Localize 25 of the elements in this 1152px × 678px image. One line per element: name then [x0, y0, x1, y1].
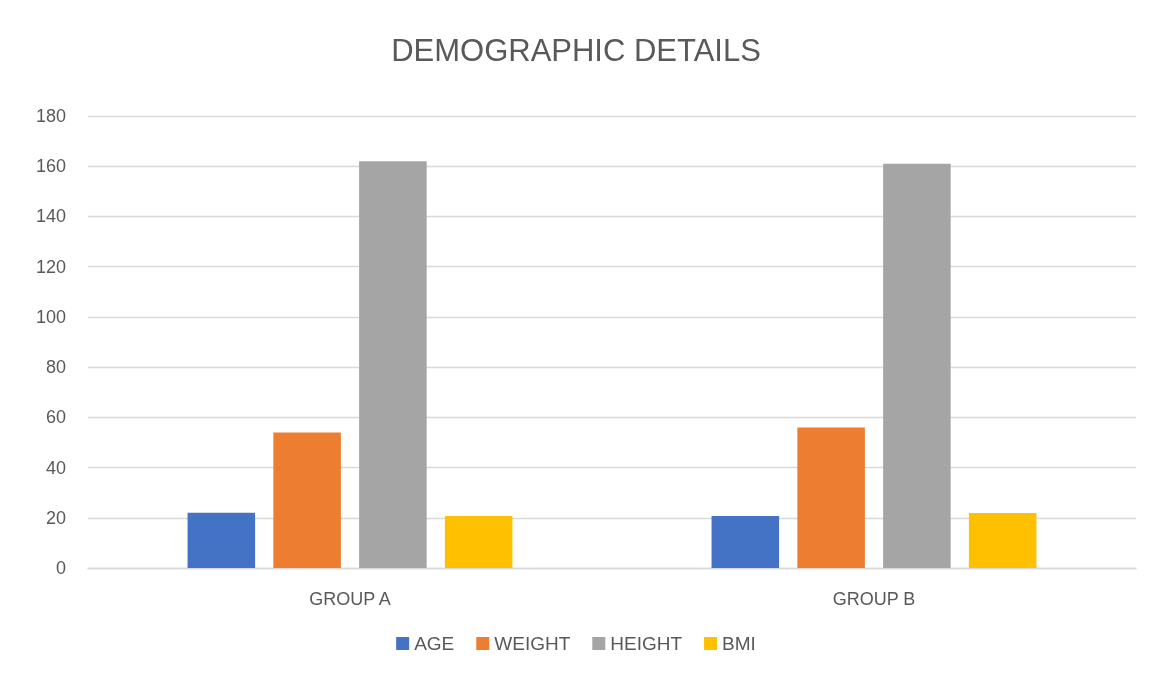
bar	[968, 513, 1037, 568]
x-tick-label: GROUP A	[309, 589, 391, 609]
y-tick-label: 120	[35, 256, 66, 277]
y-tick-label: 60	[45, 407, 66, 428]
bar	[797, 427, 865, 568]
y-tick-label: 180	[35, 106, 66, 126]
bar	[883, 163, 951, 568]
y-tick-label: 160	[35, 156, 66, 177]
y-tick-label: 40	[45, 457, 66, 478]
bar	[273, 432, 341, 568]
legend-label: HEIGHT	[610, 633, 683, 654]
legend-label: WEIGHT	[494, 633, 571, 654]
y-tick-label: 100	[35, 306, 66, 327]
y-tick-label: 20	[45, 507, 66, 528]
chart-title: DEMOGRAPHIC DETAILS	[391, 33, 761, 68]
y-tick-label: 80	[45, 357, 66, 378]
x-tick-label: GROUP B	[832, 589, 916, 609]
legend-label: BMI	[722, 633, 756, 654]
legend-label: AGE	[414, 633, 455, 654]
bar	[711, 516, 780, 568]
bar	[359, 161, 427, 568]
y-tick-label: 140	[35, 206, 66, 227]
y-tick-label: 0	[55, 558, 66, 578]
bar	[187, 512, 256, 568]
bar	[444, 516, 513, 568]
